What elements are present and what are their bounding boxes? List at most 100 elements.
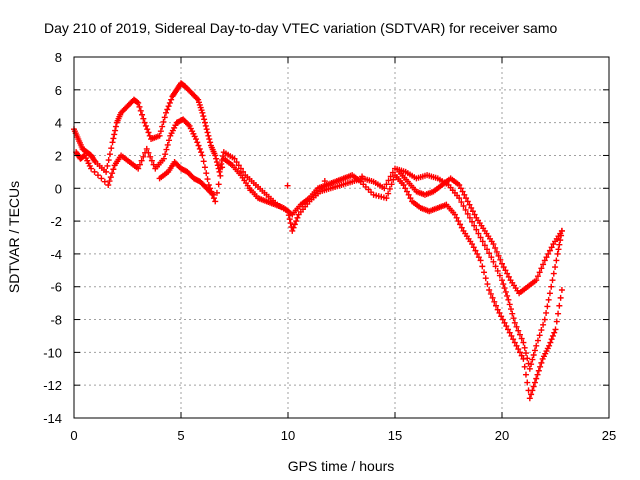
data-point xyxy=(479,263,486,270)
data-point xyxy=(534,337,541,344)
data-point xyxy=(540,261,547,268)
data-point xyxy=(534,371,541,378)
data-point xyxy=(558,227,565,234)
data-point xyxy=(516,331,523,338)
data-point xyxy=(502,288,509,295)
data-point xyxy=(157,128,164,135)
data-point xyxy=(545,250,552,257)
data-point xyxy=(233,159,240,166)
data-point xyxy=(200,113,207,120)
x-tick-label: 10 xyxy=(281,428,295,443)
data-point xyxy=(459,188,466,195)
data-point xyxy=(468,204,475,211)
data-point xyxy=(210,191,217,198)
data-point xyxy=(499,260,505,267)
data-point xyxy=(145,149,152,156)
x-tick-label: 5 xyxy=(177,428,184,443)
data-point xyxy=(110,166,117,173)
data-point xyxy=(469,241,476,248)
data-point xyxy=(509,310,516,317)
data-point xyxy=(107,174,114,181)
data-point xyxy=(403,188,410,195)
data-point xyxy=(499,277,505,284)
y-tick-label: -2 xyxy=(50,214,62,229)
data-point xyxy=(505,273,512,280)
data-point xyxy=(290,224,297,231)
data-point xyxy=(284,182,291,189)
data-point xyxy=(516,349,523,356)
data-point xyxy=(287,220,294,227)
data-point xyxy=(145,129,152,136)
data-point xyxy=(150,161,157,168)
data-point xyxy=(484,281,491,288)
data-point xyxy=(536,269,543,276)
data-point xyxy=(555,310,562,317)
data-point xyxy=(103,168,110,175)
data-point xyxy=(98,175,105,182)
x-tick-label: 20 xyxy=(495,428,509,443)
data-point xyxy=(470,244,477,251)
data-point xyxy=(162,151,169,158)
data-point xyxy=(202,122,209,129)
data-point xyxy=(400,181,407,188)
data-point xyxy=(294,214,301,221)
series-track-3 xyxy=(156,159,565,297)
data-point xyxy=(472,247,479,254)
data-point xyxy=(136,161,143,168)
data-point xyxy=(529,356,536,363)
data-point xyxy=(546,342,553,349)
data-point xyxy=(515,327,522,334)
data-point xyxy=(141,119,148,126)
data-point xyxy=(477,257,484,264)
data-point xyxy=(530,383,537,390)
data-point xyxy=(387,173,394,180)
data-point xyxy=(557,237,564,244)
data-point xyxy=(460,202,467,209)
data-point xyxy=(541,257,548,264)
data-point xyxy=(524,379,531,386)
data-point xyxy=(201,116,208,123)
data-point xyxy=(506,329,513,336)
data-point xyxy=(383,195,390,202)
x-tick-label: 15 xyxy=(388,428,402,443)
data-point xyxy=(554,250,561,257)
data-point xyxy=(497,256,504,263)
data-point xyxy=(500,264,507,271)
data-point xyxy=(475,254,482,261)
data-point xyxy=(535,367,542,374)
data-point xyxy=(163,146,170,153)
data-point xyxy=(458,199,465,206)
data-point xyxy=(553,257,560,264)
data-point xyxy=(144,126,151,133)
y-tick-label: 4 xyxy=(55,116,62,131)
data-point xyxy=(544,303,551,310)
data-point xyxy=(458,224,465,231)
data-point xyxy=(466,201,473,208)
data-point xyxy=(405,191,412,198)
data-point xyxy=(148,157,155,164)
data-point xyxy=(495,252,502,259)
data-point xyxy=(500,281,507,288)
data-point xyxy=(546,247,553,254)
data-point xyxy=(493,302,500,309)
data-point xyxy=(506,301,513,308)
data-point xyxy=(533,375,540,382)
data-point xyxy=(551,329,558,336)
data-point xyxy=(515,346,522,353)
data-point xyxy=(471,222,478,229)
data-point xyxy=(388,181,395,188)
data-point xyxy=(477,234,484,241)
data-point xyxy=(91,168,98,175)
data-point xyxy=(540,321,547,328)
data-point xyxy=(164,106,171,113)
data-point xyxy=(457,185,464,192)
data-points xyxy=(71,80,565,402)
data-point xyxy=(549,332,556,339)
data-point xyxy=(163,109,170,116)
data-point xyxy=(112,123,119,130)
data-point xyxy=(237,165,244,172)
data-point xyxy=(466,214,473,221)
data-point xyxy=(496,272,503,279)
data-point xyxy=(518,352,525,359)
data-point xyxy=(104,162,111,169)
